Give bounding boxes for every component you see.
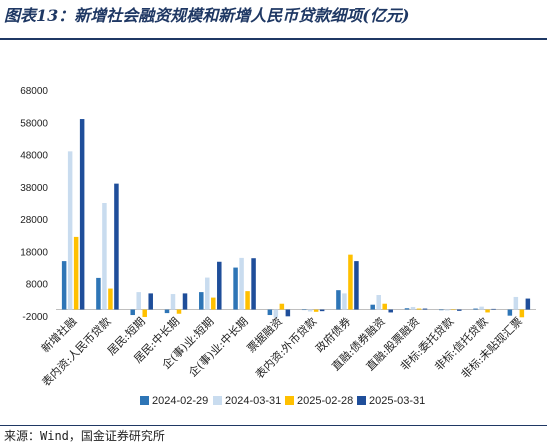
bar-2024-02-29-2 (130, 309, 135, 316)
bar-2025-02-28-5 (245, 291, 250, 310)
legend-swatch (357, 396, 366, 405)
bar-2025-03-31-2 (148, 293, 153, 310)
bar-2024-03-31-7 (307, 309, 313, 312)
bar-2025-02-28-11 (451, 309, 456, 311)
bar-2025-03-31-6 (285, 309, 291, 317)
y-tick-label: 18000 (20, 247, 48, 258)
bar-2024-03-31-9 (376, 295, 381, 310)
legend-label: 2025-02-28 (297, 395, 353, 407)
bar-2025-03-31-8 (354, 261, 359, 310)
bar-2025-02-28-0 (73, 236, 79, 310)
bar-2025-03-31-5 (251, 258, 256, 310)
bar-2025-02-28-9 (382, 303, 387, 310)
y-tick-label: -2000 (22, 312, 48, 323)
source-note: 来源：Wind，国金证券研究所 (4, 429, 165, 443)
bar-2025-03-31-13 (525, 298, 531, 310)
category-label: 企(事)业:中长期 (185, 314, 250, 379)
bar-2024-03-31-13 (513, 296, 519, 310)
bar-2025-02-28-3 (176, 309, 182, 314)
bar-2024-02-29-11 (439, 309, 444, 311)
bar-2024-02-29-4 (199, 292, 204, 310)
bar-2025-03-31-9 (388, 309, 393, 313)
category-label: 非标:未贴现汇票 (458, 314, 525, 381)
bar-2024-03-31-10 (410, 306, 416, 310)
bar-2024-02-29-10 (404, 308, 410, 310)
bar-2025-03-31-0 (79, 119, 85, 310)
bar-2024-03-31-12 (479, 306, 484, 310)
bar-2025-02-28-13 (519, 309, 525, 318)
legend-swatch (140, 396, 149, 405)
legend-label: 2024-02-29 (152, 395, 208, 407)
y-tick-label: 68000 (20, 86, 48, 97)
bar-2024-02-29-1 (96, 277, 101, 310)
bar-2025-02-28-10 (416, 308, 422, 310)
bar-2024-03-31-3 (170, 294, 176, 310)
source-rule (0, 425, 547, 426)
bar-2025-02-28-7 (313, 309, 319, 312)
y-tick-label: 28000 (20, 215, 48, 226)
bar-2025-03-31-3 (182, 293, 188, 310)
bar-2024-03-31-1 (102, 203, 107, 310)
category-label: 表内资:外币贷款 (252, 314, 319, 381)
bar-2024-02-29-8 (336, 290, 341, 310)
chart-title: 图表13：新增社会融资规模和新增人民币贷款细项(亿元) (4, 6, 410, 25)
bar-2024-02-29-0 (61, 261, 67, 310)
bar-2025-03-31-12 (491, 308, 496, 310)
bar-2025-02-28-6 (279, 303, 285, 310)
bar-2025-02-28-8 (348, 254, 353, 310)
bar-2024-02-29-13 (507, 309, 513, 316)
bar-2025-03-31-7 (319, 309, 325, 312)
bar-2025-03-31-4 (217, 261, 222, 310)
legend-label: 2024-03-31 (225, 395, 281, 407)
chart-plot: 6800058000480003800028000180008000-2000新… (20, 86, 536, 407)
bar-2025-02-28-12 (485, 309, 490, 313)
bar-2024-03-31-0 (67, 151, 73, 310)
y-tick-label: 58000 (20, 118, 48, 129)
bar-2024-03-31-5 (239, 257, 244, 310)
bar-2024-03-31-2 (136, 292, 141, 310)
bar-2024-03-31-11 (445, 309, 450, 311)
bar-2025-03-31-10 (422, 308, 428, 310)
bar-2025-02-28-2 (142, 309, 147, 317)
title-rule (0, 38, 547, 40)
bar-2024-02-29-5 (233, 267, 238, 310)
bar-2024-03-31-8 (342, 293, 347, 310)
y-tick-label: 38000 (20, 183, 48, 194)
bar-2024-03-31-4 (205, 277, 210, 310)
bar-2024-02-29-7 (301, 309, 307, 311)
bar-2025-03-31-1 (114, 183, 119, 310)
bar-2024-02-29-6 (267, 309, 273, 316)
y-tick-label: 8000 (26, 280, 49, 291)
legend-swatch (213, 396, 222, 405)
bar-2025-02-28-1 (108, 288, 113, 310)
bar-2025-02-28-4 (211, 297, 216, 310)
y-tick-label: 48000 (20, 151, 48, 162)
bar-2024-02-29-9 (370, 304, 375, 310)
legend-swatch (285, 396, 294, 405)
bar-2024-02-29-12 (473, 308, 478, 310)
legend-label: 2025-03-31 (369, 395, 425, 407)
bar-2024-02-29-3 (164, 309, 170, 314)
bar-2024-03-31-6 (273, 309, 279, 318)
bar-2025-03-31-11 (457, 309, 462, 311)
